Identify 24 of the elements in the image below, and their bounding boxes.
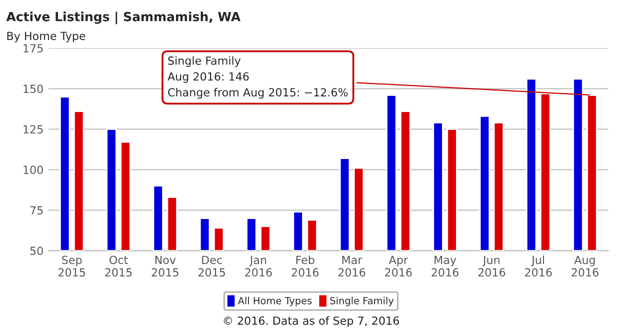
y-tick-label: 50 bbox=[30, 246, 43, 256]
y-tick-label: 150 bbox=[24, 84, 43, 94]
legend-label: All Home Types bbox=[238, 296, 312, 306]
x-tick-label: Jul 2016 bbox=[525, 256, 552, 277]
y-tick-label: 100 bbox=[24, 166, 43, 174]
x-tick-label: Oct 2015 bbox=[105, 256, 132, 277]
y-tick-label: 175 bbox=[24, 44, 43, 53]
x-tick-label: Aug 2016 bbox=[572, 256, 598, 277]
x-tick-label: May 2016 bbox=[432, 256, 458, 277]
y-tick-label: 125 bbox=[24, 125, 43, 134]
chart-subtitle: By Home Type bbox=[7, 32, 86, 42]
x-tick-label: Apr 2016 bbox=[385, 256, 412, 277]
x-tick-label: Nov 2015 bbox=[152, 256, 178, 277]
x-tick-label: Sep 2015 bbox=[58, 256, 86, 277]
x-tick-label: Jun 2016 bbox=[478, 256, 506, 277]
text: © 2016. Data as of Sep 7, 2016 bbox=[224, 316, 399, 328]
x-tick-label: Jan 2016 bbox=[245, 256, 272, 277]
legend-label: Single Family bbox=[330, 296, 394, 306]
x-tick-label: Dec 2015 bbox=[198, 256, 225, 277]
y-tick-label: 75 bbox=[30, 206, 43, 215]
x-tick-label: Mar 2016 bbox=[338, 256, 366, 277]
x-tick-label: Feb 2016 bbox=[292, 256, 319, 277]
annotation: Single Family Aug 2016: 146 Change from Aug 2015: −12.6% bbox=[168, 56, 348, 99]
chart-title: Active Listings | Sammamish, WA bbox=[6, 12, 241, 24]
